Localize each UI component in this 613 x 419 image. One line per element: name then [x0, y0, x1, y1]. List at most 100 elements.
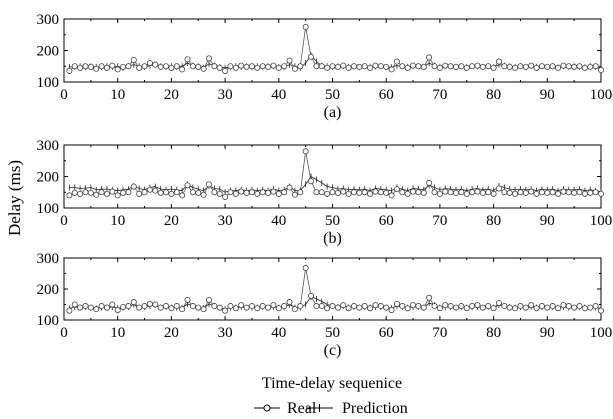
- data-point-real: [243, 63, 250, 70]
- data-point-real: [555, 190, 562, 197]
- y-tick-label: 200: [37, 282, 60, 298]
- data-point-real: [157, 304, 164, 311]
- series-real: [66, 148, 605, 200]
- x-tick-label: 90: [540, 87, 555, 103]
- data-point-real: [136, 304, 143, 311]
- data-point-real: [587, 304, 594, 311]
- data-point-real: [340, 188, 347, 195]
- data-point-real: [254, 64, 261, 71]
- x-tick-label: 10: [110, 325, 125, 341]
- data-point-real: [87, 63, 94, 70]
- panel-1: 0 10 20 30 40 50 60 70 80 90 100 100 200 300 (a): [37, 12, 613, 121]
- data-point-real: [114, 307, 121, 314]
- legend-marker-circle: [263, 404, 271, 412]
- data-point-real: [222, 67, 229, 74]
- x-tick-label: 10: [110, 87, 125, 103]
- data-point-real: [388, 66, 395, 73]
- data-point-real: [205, 55, 212, 62]
- data-point-real: [136, 190, 143, 197]
- data-point-real: [356, 189, 363, 196]
- data-point-real: [517, 303, 524, 310]
- data-point-real: [114, 66, 121, 73]
- data-point-real: [340, 302, 347, 309]
- data-point-real: [463, 190, 470, 197]
- data-point-real: [592, 63, 599, 70]
- data-point-real: [248, 63, 255, 70]
- data-point-real: [71, 189, 78, 196]
- data-point-real: [275, 190, 282, 197]
- data-point-real: [393, 300, 400, 307]
- y-tick-label: 100: [37, 201, 60, 217]
- data-point-real: [426, 54, 433, 61]
- data-point-real: [581, 305, 588, 312]
- data-point-real: [436, 190, 443, 197]
- data-point-real: [576, 63, 583, 70]
- data-point-real: [474, 188, 481, 195]
- data-point-real: [458, 63, 465, 70]
- data-point-real: [447, 189, 454, 196]
- data-point-real: [340, 62, 347, 69]
- data-point-real: [275, 305, 282, 312]
- data-point-real: [372, 302, 379, 309]
- data-point-real: [506, 189, 513, 196]
- legend-label-real: Real: [287, 400, 317, 417]
- data-point-real: [270, 62, 277, 69]
- data-point-real: [200, 191, 207, 198]
- data-point-real: [345, 64, 352, 71]
- data-point-real: [345, 190, 352, 197]
- shared-x-axis-label: Time-delay sequenice: [262, 375, 402, 392]
- data-point-real: [184, 56, 191, 63]
- data-point-real: [222, 307, 229, 314]
- x-tick-label: 80: [486, 87, 501, 103]
- data-point-real: [399, 63, 406, 70]
- data-point-real: [222, 193, 229, 200]
- y-tick-label: 100: [37, 75, 60, 91]
- x-tick-label: 40: [271, 87, 286, 103]
- data-point-real: [291, 191, 298, 198]
- data-point-real: [308, 178, 315, 185]
- data-point-real: [77, 304, 84, 311]
- data-point-real: [431, 63, 438, 70]
- data-point-real: [302, 148, 309, 155]
- data-point-real: [458, 303, 465, 310]
- data-point-real: [195, 189, 202, 196]
- data-point-real: [442, 302, 449, 309]
- data-point-real: [82, 303, 89, 310]
- data-point-real: [598, 190, 605, 197]
- data-point-real: [109, 301, 116, 308]
- x-tick-label: 100: [590, 325, 613, 341]
- x-tick-label: 50: [325, 213, 340, 229]
- data-point-real: [404, 305, 411, 312]
- data-point-real: [377, 303, 384, 310]
- data-point-real: [431, 189, 438, 196]
- data-point-real: [120, 303, 127, 310]
- data-point-real: [474, 302, 481, 309]
- data-point-real: [479, 63, 486, 70]
- data-point-real: [393, 186, 400, 193]
- x-tick-label: 10: [110, 213, 125, 229]
- data-point-real: [238, 188, 245, 195]
- data-point-real: [501, 189, 508, 196]
- legend-item-prediction: Prediction: [306, 400, 408, 417]
- data-point-real: [361, 63, 368, 70]
- data-point-real: [329, 303, 336, 310]
- x-tick-label: 70: [432, 325, 447, 341]
- data-point-real: [576, 303, 583, 310]
- data-point-real: [544, 304, 551, 311]
- data-point-real: [399, 189, 406, 196]
- data-point-real: [436, 64, 443, 71]
- data-point-real: [87, 304, 94, 311]
- data-point-real: [415, 63, 422, 70]
- data-point-real: [216, 190, 223, 197]
- data-point-real: [522, 189, 529, 196]
- data-point-real: [179, 192, 186, 199]
- data-point-real: [571, 63, 578, 70]
- y-tick-label: 300: [37, 12, 60, 28]
- data-point-real: [367, 64, 374, 71]
- data-point-real: [152, 301, 159, 308]
- data-point-real: [281, 189, 288, 196]
- data-point-real: [361, 189, 368, 196]
- data-point-real: [157, 189, 164, 196]
- data-point-real: [163, 303, 170, 310]
- data-point-real: [367, 190, 374, 197]
